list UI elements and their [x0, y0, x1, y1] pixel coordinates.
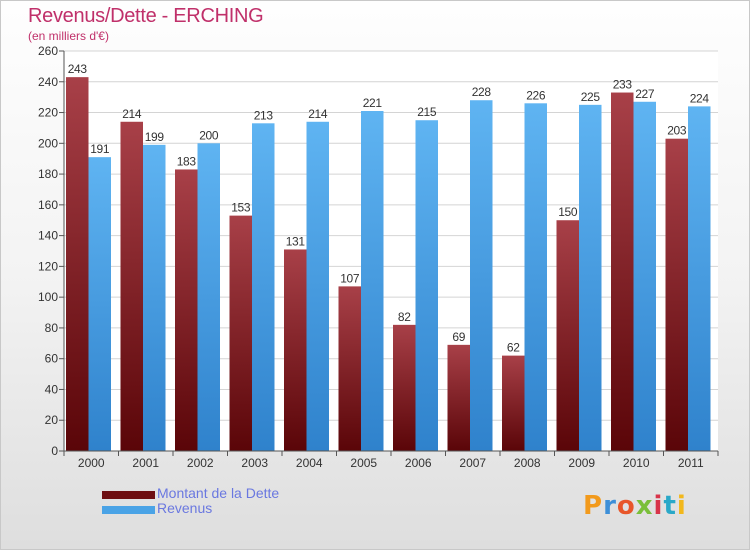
data-label: 221: [363, 96, 383, 110]
y-tick-label: 260: [38, 44, 58, 58]
y-tick-label: 120: [38, 259, 58, 273]
data-label: 226: [526, 88, 546, 102]
revenus-bar: [143, 144, 166, 451]
dette-bar: [611, 92, 634, 452]
revenus-bar: [415, 120, 438, 451]
x-tick-label: 2011: [678, 456, 704, 470]
data-label: 107: [340, 271, 360, 285]
revenus-bar: [633, 101, 656, 452]
dette-bar: [120, 121, 143, 452]
x-tick-label: 2006: [405, 456, 432, 470]
revenus-bar: [688, 106, 711, 451]
data-label: 228: [472, 85, 492, 99]
dette-bar: [393, 324, 416, 451]
dette-bar: [338, 286, 361, 451]
x-tick-label: 2009: [568, 456, 595, 470]
dette-bar: [502, 355, 525, 451]
y-tick-label: 140: [38, 229, 58, 243]
y-tick-label: 240: [38, 75, 58, 89]
data-label: 224: [690, 91, 710, 105]
dette-bar: [66, 77, 89, 452]
data-label: 227: [635, 87, 655, 101]
x-tick-label: 2008: [514, 456, 541, 470]
dette-bar: [229, 215, 252, 451]
revenus-bar: [306, 121, 329, 452]
revenus-bar: [252, 123, 275, 452]
legend-swatch-dette: [102, 491, 155, 499]
logo-letter: t: [663, 491, 677, 521]
legend-label-revenus: Revenus: [157, 500, 213, 516]
revenus-bar: [470, 100, 493, 451]
y-tick-label: 100: [38, 290, 58, 304]
revenus-bar: [524, 103, 547, 452]
revenus-bar: [88, 157, 111, 451]
dette-bar: [556, 220, 579, 451]
dette-bar: [175, 169, 198, 451]
y-tick-label: 180: [38, 167, 58, 181]
data-label: 62: [507, 341, 520, 355]
data-label: 183: [177, 154, 197, 168]
y-tick-label: 20: [45, 413, 59, 427]
data-label: 214: [122, 107, 142, 121]
proxiti-logo: Proxiti: [583, 491, 687, 521]
x-tick-label: 2007: [459, 456, 486, 470]
data-label: 214: [308, 107, 328, 121]
x-tick-label: 2005: [350, 456, 377, 470]
data-label: 213: [254, 108, 274, 122]
logo-letter: r: [603, 491, 617, 521]
legend-swatch-revenus: [102, 506, 155, 514]
data-label: 191: [90, 142, 110, 156]
y-tick-label: 40: [45, 382, 59, 396]
logo-letter: P: [583, 491, 604, 521]
data-label: 243: [68, 62, 88, 76]
data-label: 233: [613, 78, 633, 92]
logo-letter: i: [676, 491, 687, 521]
revenus-bar: [361, 111, 384, 451]
logo-letter: x: [635, 491, 654, 521]
data-label: 153: [231, 201, 251, 215]
y-tick-label: 200: [38, 136, 58, 150]
chart-title: Revenus/Dette - ERCHING: [28, 5, 264, 27]
data-label: 199: [145, 130, 165, 144]
x-tick-label: 2010: [623, 456, 650, 470]
dette-bar: [284, 249, 307, 451]
x-tick-label: 2001: [132, 456, 159, 470]
logo-letter: o: [616, 491, 636, 521]
data-label: 200: [199, 128, 219, 142]
dette-bar: [447, 344, 470, 451]
x-tick-label: 2000: [78, 456, 105, 470]
x-tick-label: 2004: [296, 456, 323, 470]
y-tick-label: 0: [51, 444, 58, 458]
chart-subtitle: (en milliers d'€): [28, 29, 109, 43]
data-label: 150: [558, 205, 578, 219]
y-tick-label: 80: [45, 321, 59, 335]
y-tick-label: 60: [45, 352, 59, 366]
y-tick-label: 160: [38, 198, 58, 212]
data-label: 69: [452, 330, 465, 344]
data-label: 215: [417, 105, 437, 119]
revenus-bar: [197, 143, 220, 452]
data-label: 82: [398, 310, 411, 324]
logo-letter: i: [653, 491, 664, 521]
x-tick-label: 2003: [241, 456, 268, 470]
data-label: 203: [667, 124, 687, 138]
data-label: 131: [286, 234, 306, 248]
revenus-bar: [579, 104, 602, 451]
x-tick-label: 2002: [187, 456, 214, 470]
y-tick-label: 220: [38, 106, 58, 120]
data-label: 225: [581, 90, 601, 104]
dette-bar: [665, 138, 688, 451]
plot-area: [64, 51, 718, 451]
legend-label-dette: Montant de la Dette: [157, 485, 280, 501]
